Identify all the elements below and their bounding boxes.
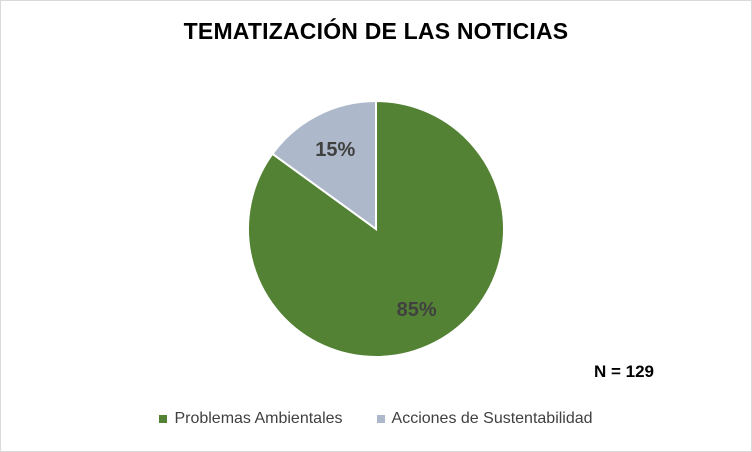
legend-item-problemas-ambientales: Problemas Ambientales <box>159 410 343 428</box>
chart-title: TEMATIZACIÓN DE LAS NOTICIAS <box>183 18 569 44</box>
sample-size-note: N = 129 <box>594 362 655 381</box>
slice-acciones-de-sustentabilidad <box>271 99 377 231</box>
legend-swatch <box>376 415 385 423</box>
data-label-acciones-de-sustentabilidad: 15% <box>315 139 355 161</box>
legend-swatch <box>159 415 168 423</box>
legend-label: Acciones de Sustentabilidad <box>391 410 593 427</box>
data-label-problemas-ambientales: 85% <box>397 299 437 321</box>
legend: Problemas Ambientales Acciones de Susten… <box>0 410 752 428</box>
legend-label: Problemas Ambientales <box>174 410 343 427</box>
legend-item-acciones-de-sustentabilidad: Acciones de Sustentabilidad <box>376 410 593 428</box>
